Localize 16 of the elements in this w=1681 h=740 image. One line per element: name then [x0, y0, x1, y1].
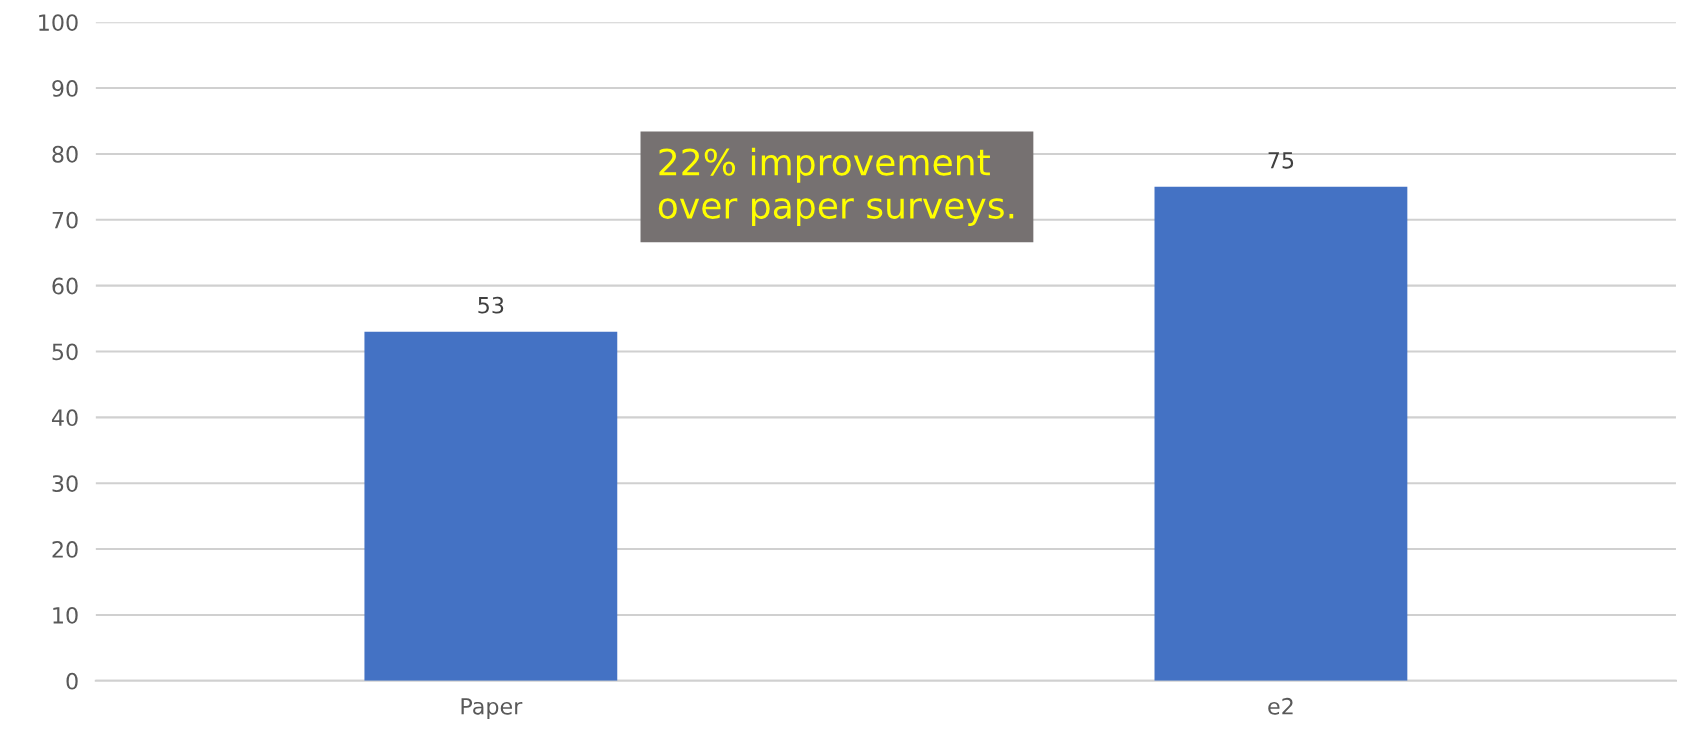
- y-tick-label: 100: [39, 14, 78, 31]
- y-tick-label: 90: [52, 80, 78, 97]
- y-tick-label: 10: [53, 606, 78, 624]
- y-tick-label: 40: [51, 409, 78, 427]
- data-label: 75: [1268, 152, 1294, 169]
- x-tick-label: Paper: [461, 698, 523, 719]
- y-tick-label: 70: [52, 211, 78, 229]
- y-tick-label: 20: [52, 541, 78, 558]
- annotation: 22% improvement over paper surveys.: [658, 147, 1014, 226]
- y-tick-label: 60: [52, 277, 78, 295]
- y-tick-label: 50: [52, 343, 78, 361]
- y-tick-label: 80: [52, 145, 78, 163]
- data-label: 53: [478, 296, 504, 314]
- x-tick-label: e2: [1268, 697, 1293, 715]
- y-tick-label: 0: [66, 672, 78, 690]
- y-tick-label: 30: [52, 475, 78, 492]
